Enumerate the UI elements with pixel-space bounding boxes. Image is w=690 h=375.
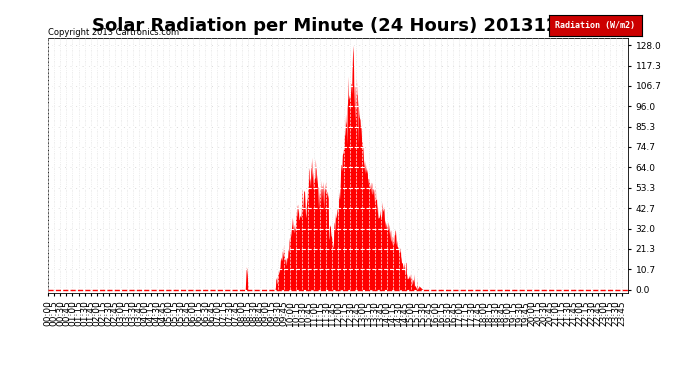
Text: Radiation (W/m2): Radiation (W/m2): [555, 21, 635, 30]
Text: Copyright 2013 Cartronics.com: Copyright 2013 Cartronics.com: [48, 28, 179, 37]
Title: Solar Radiation per Minute (24 Hours) 20131222: Solar Radiation per Minute (24 Hours) 20…: [92, 16, 584, 34]
